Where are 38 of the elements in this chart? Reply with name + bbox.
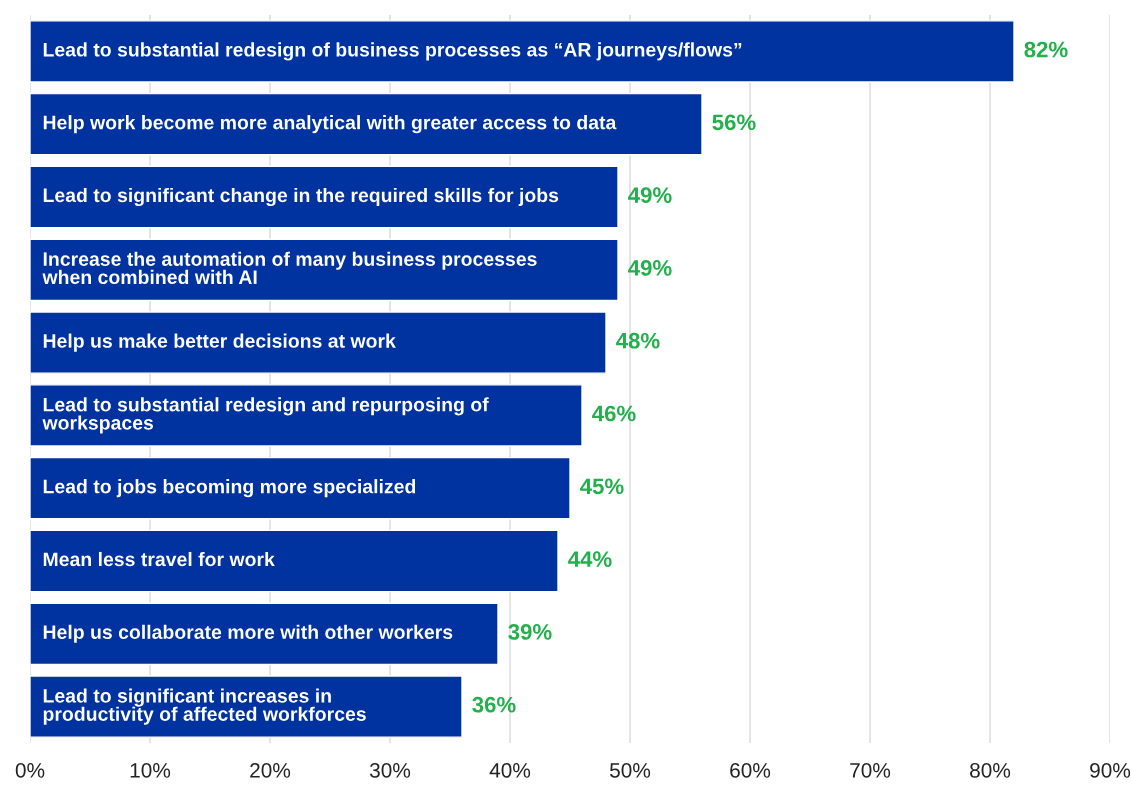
x-tick-label: 50% — [609, 762, 651, 778]
x-tick-label: 90% — [1090, 762, 1131, 778]
bar — [30, 456, 571, 520]
x-tick-label: 60% — [730, 762, 771, 778]
data-label: 49% — [628, 187, 672, 203]
x-tick-label: 10% — [130, 762, 171, 778]
x-tick-label: 20% — [250, 762, 291, 778]
data-label: 46% — [592, 405, 636, 422]
y-tick-label: Help work become more analytical with greater access to data — [43, 115, 617, 134]
x-tick-label: 70% — [850, 762, 891, 778]
y-tick-label: Help us make better decisions at work — [43, 333, 396, 352]
y-tick-label: Increase the automation of many business processes when combined with AI — [42, 251, 537, 285]
bar — [30, 165, 619, 229]
bar — [30, 602, 499, 666]
bar — [30, 311, 607, 374]
data-label: 49% — [628, 260, 672, 276]
data-label: 45% — [580, 478, 624, 495]
bar — [30, 92, 703, 156]
bar — [30, 384, 583, 447]
y-tick-label: Mean less travel for work — [43, 551, 275, 567]
data-label: 82% — [1024, 41, 1068, 58]
x-tick-label: 30% — [369, 762, 411, 778]
y-tick-label: Help us collaborate more with other workers — [43, 624, 453, 643]
x-tick-label: 0% — [15, 762, 45, 778]
y-tick-label: Lead to significant increases in productivity of affected workforces — [43, 688, 366, 725]
x-tick-label: 40% — [489, 762, 531, 778]
x-tick-label: 80% — [970, 762, 1011, 778]
data-label: 44% — [568, 551, 612, 567]
data-label: 39% — [508, 624, 552, 640]
y-tick-label: Lead to significant change in the required skills for jobs — [43, 187, 559, 207]
y-tick-label: Lead to substantial redesign of business processes as “AR journeys/flows” — [43, 42, 742, 61]
bar — [30, 20, 1015, 83]
y-tick-label: Lead to jobs becoming more specialized — [43, 479, 416, 498]
data-label: 48% — [616, 332, 660, 349]
data-label: 56% — [712, 114, 756, 131]
bar — [30, 529, 559, 593]
data-label: 36% — [472, 696, 516, 713]
y-tick-label: Lead to substantial redesign and repurposing of workspaces — [42, 397, 489, 434]
